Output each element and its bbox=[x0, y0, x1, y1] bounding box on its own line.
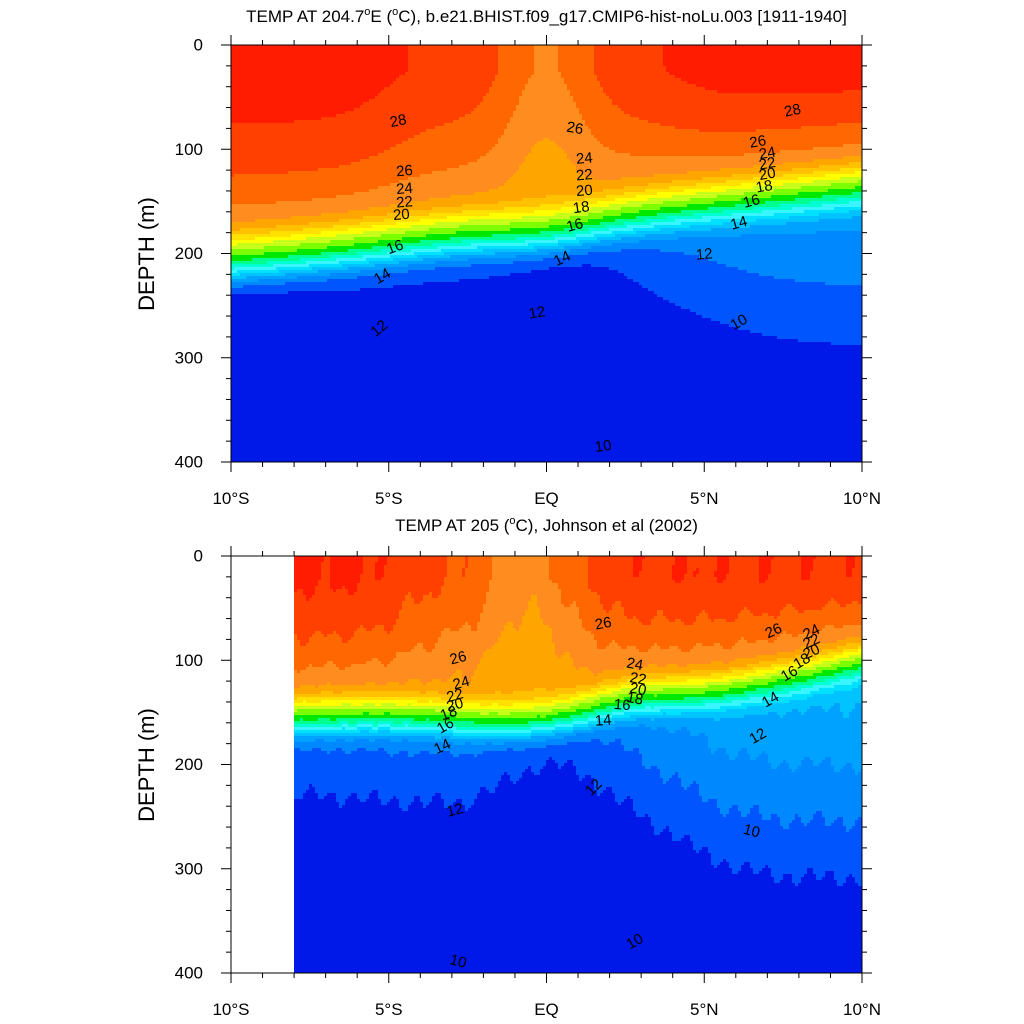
contour-label: 16 bbox=[778, 662, 801, 685]
contour-label: 26 bbox=[763, 620, 785, 642]
y-tick-label: 200 bbox=[175, 244, 203, 263]
title-segment: TEMP AT 204.7 bbox=[246, 7, 364, 26]
y-tick-label: 300 bbox=[175, 348, 203, 367]
contour-label: 16 bbox=[565, 215, 586, 236]
contour-label: 10 bbox=[741, 821, 762, 842]
contour-label: 22 bbox=[395, 193, 413, 211]
contour-label: 16 bbox=[434, 714, 457, 737]
contour-label: 10 bbox=[623, 930, 646, 953]
contour-label: 26 bbox=[748, 132, 767, 152]
y-tick-label: 100 bbox=[175, 651, 203, 670]
contour-label: 14 bbox=[759, 688, 782, 711]
contour-label: 16 bbox=[741, 191, 762, 212]
contour-label: 20 bbox=[800, 641, 822, 663]
contour-label: 22 bbox=[758, 154, 777, 174]
x-tick-label: 10°N bbox=[843, 489, 881, 508]
contour-label: 24 bbox=[575, 149, 593, 167]
contour-label: 14 bbox=[371, 265, 394, 288]
contour-label: 18 bbox=[791, 650, 814, 673]
chart-title: TEMP AT 205 (oC), Johnson et al (2002) bbox=[395, 515, 698, 535]
chart-title: TEMP AT 204.7oE (oC), b.e21.BHIST.f09_g1… bbox=[246, 6, 847, 26]
x-tick-label: 10°N bbox=[843, 1000, 881, 1019]
contour-label: 12 bbox=[527, 303, 546, 323]
contour-label: 12 bbox=[695, 245, 713, 263]
contour-label: 12 bbox=[746, 725, 769, 748]
contour-label: 18 bbox=[625, 689, 644, 709]
contour-label: 20 bbox=[445, 695, 466, 716]
contour-label: 10 bbox=[594, 437, 613, 456]
contour-label: 22 bbox=[445, 685, 466, 706]
contour-label: 24 bbox=[451, 673, 472, 694]
x-tick-label: 5°N bbox=[690, 489, 719, 508]
y-tick-label: 200 bbox=[175, 755, 203, 774]
contour-label: 28 bbox=[783, 101, 803, 121]
contour-label: 24 bbox=[758, 144, 777, 164]
y-axis-label: DEPTH (m) bbox=[134, 197, 159, 311]
contour-label: 20 bbox=[628, 680, 647, 700]
y-tick-label: 400 bbox=[175, 964, 203, 983]
contour-label: 16 bbox=[613, 696, 631, 714]
title-segment: C), b.e21.BHIST.f09_g17.CMIP6-hist-noLu.… bbox=[398, 7, 847, 26]
title-degree-superscript: o bbox=[364, 6, 370, 18]
temperature-field bbox=[231, 45, 863, 463]
contour-label: 18 bbox=[755, 177, 774, 197]
temperature-field bbox=[294, 556, 863, 974]
contour-label: 22 bbox=[575, 166, 593, 184]
contour-label: 12 bbox=[445, 800, 466, 821]
title-degree-superscript: o bbox=[509, 515, 515, 527]
x-tick-label: 10°S bbox=[212, 489, 249, 508]
contour-label: 14 bbox=[551, 247, 573, 269]
panel-2: 26 26 242220181614122624222018161424222018… bbox=[134, 515, 881, 1019]
contour-label: 26 bbox=[395, 162, 413, 180]
x-tick-label: EQ bbox=[534, 489, 559, 508]
x-tick-label: 5°S bbox=[375, 489, 403, 508]
contour-label: 20 bbox=[758, 164, 777, 184]
contour-label: 26 bbox=[594, 614, 613, 634]
contour-label: 20 bbox=[575, 182, 593, 200]
x-tick-label: 5°N bbox=[690, 1000, 719, 1019]
contour-label: 22 bbox=[628, 669, 647, 689]
y-tick-label: 400 bbox=[175, 453, 203, 472]
contour-label: 26 bbox=[565, 119, 584, 139]
contour-label: 16 bbox=[384, 236, 405, 258]
contour-label: 22 bbox=[800, 630, 822, 652]
title-segment: E ( bbox=[370, 7, 392, 26]
contour-label: 24 bbox=[800, 621, 822, 643]
contour-label: 14 bbox=[729, 213, 750, 234]
y-tick-label: 300 bbox=[175, 859, 203, 878]
contour-label: 24 bbox=[625, 655, 644, 675]
title-segment: C), Johnson et al (2002) bbox=[516, 516, 698, 535]
contour-label: 24 bbox=[395, 180, 413, 198]
contour-label: 28 bbox=[388, 111, 408, 131]
x-tick-label: EQ bbox=[534, 1000, 559, 1019]
x-tick-label: 10°S bbox=[212, 1000, 249, 1019]
contour-label: 18 bbox=[438, 703, 459, 725]
title-segment: TEMP AT 205 ( bbox=[395, 516, 510, 535]
y-tick-label: 0 bbox=[194, 36, 203, 55]
contour-label: 20 bbox=[392, 206, 410, 224]
contour-label: 10 bbox=[448, 951, 469, 972]
y-axis-label: DEPTH (m) bbox=[134, 708, 159, 822]
y-tick-label: 0 bbox=[194, 547, 203, 566]
contour-label: 14 bbox=[431, 736, 453, 758]
contour-label: 14 bbox=[594, 712, 612, 730]
title-degree-superscript: o bbox=[392, 6, 398, 18]
contour-label: 26 bbox=[448, 648, 469, 669]
x-tick-label: 5°S bbox=[375, 1000, 403, 1019]
y-tick-label: 100 bbox=[175, 140, 203, 159]
contour-label: 10 bbox=[727, 311, 750, 334]
contour-label: 18 bbox=[572, 198, 591, 217]
